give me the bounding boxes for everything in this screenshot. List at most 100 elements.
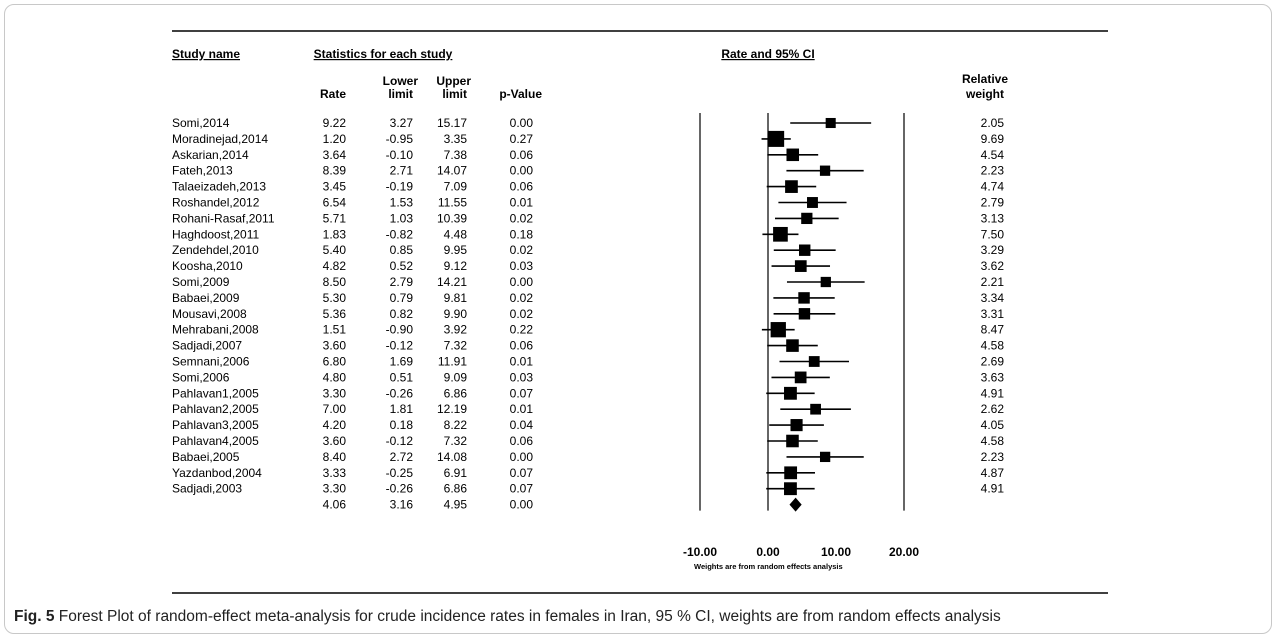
rate-value: 8.40 [323, 450, 347, 464]
relative-weight-value: 3.29 [981, 243, 1005, 257]
relative-weight-value: 2.23 [981, 164, 1005, 178]
p-value: 0.00 [510, 116, 534, 130]
plot-header: Rate and 95% CI [721, 47, 814, 61]
relative-weight-value: 4.58 [981, 434, 1005, 448]
study-row: Mousavi,2008 5.36 0.82 9.90 0.02 3.31 [172, 307, 1004, 321]
rate-value: 1.51 [323, 323, 347, 337]
relative-weight-value: 4.74 [981, 180, 1005, 194]
p-value: 0.18 [510, 227, 534, 241]
point-estimate-marker [798, 292, 810, 304]
rate-value: 3.33 [323, 466, 347, 480]
study-row: Pahlavan4,2005 3.60 -0.12 7.32 0.06 4.58 [172, 434, 1004, 448]
p-value: 0.07 [510, 482, 534, 496]
weights-footnote: Weights are from random effects analysis [694, 562, 843, 571]
relative-weight-value: 4.05 [981, 418, 1005, 432]
p-value: 0.27 [510, 132, 534, 146]
point-estimate-marker [810, 403, 821, 415]
relative-weight-value: 2.62 [981, 402, 1005, 416]
rate-column-header: Rate [320, 87, 346, 101]
upper-limit-value: 6.91 [444, 466, 468, 480]
p-value: 0.06 [510, 434, 534, 448]
caption-text: Forest Plot of random-effect meta-analys… [58, 608, 1001, 625]
rate-value: 7.00 [323, 402, 347, 416]
forest-plot: Study name Statistics for each study Rat… [172, 30, 1108, 594]
upper-limit-value: 7.09 [444, 180, 468, 194]
relative-weight-value: 3.34 [981, 291, 1005, 305]
upper-limit-header-line2: limit [442, 87, 467, 101]
study-name: Babaei,2009 [172, 291, 240, 305]
p-value: 0.04 [510, 418, 534, 432]
study-name: Sadjadi,2003 [172, 482, 242, 496]
relative-weight-value: 2.23 [981, 450, 1005, 464]
lower-limit-value: 3.27 [390, 116, 414, 130]
rate-value: 8.39 [323, 164, 347, 178]
lower-limit-value: -0.82 [386, 227, 414, 241]
relative-weight-value: 4.91 [981, 482, 1005, 496]
point-estimate-marker [768, 130, 785, 147]
study-row: Talaeizadeh,2013 3.45 -0.19 7.09 0.06 4.74 [172, 180, 1004, 194]
upper-limit-value: 12.19 [437, 402, 467, 416]
relative-weight-header-line1: Relative [962, 72, 1008, 86]
study-row: Sadjadi,2003 3.30 -0.26 6.86 0.07 4.91 [172, 482, 1004, 496]
point-estimate-marker [786, 148, 800, 162]
pooled-row: 4.06 3.16 4.95 0.00 [323, 497, 802, 512]
p-value: 0.06 [510, 180, 534, 194]
p-value: 0.00 [510, 450, 534, 464]
rate-value: 8.50 [323, 275, 347, 289]
lower-limit-value: -0.95 [386, 132, 414, 146]
upper-limit-value: 3.35 [444, 132, 468, 146]
study-name: Sadjadi,2007 [172, 339, 242, 353]
relative-weight-value: 2.79 [981, 196, 1005, 210]
x-tick-label: 0.00 [756, 545, 780, 559]
upper-limit-value: 6.86 [444, 482, 468, 496]
p-value: 0.06 [510, 339, 534, 353]
study-name: Somi,2006 [172, 370, 230, 384]
p-value: 0.06 [510, 148, 534, 162]
relative-weight-value: 9.69 [981, 132, 1005, 146]
study-name: Koosha,2010 [172, 259, 243, 273]
point-estimate-marker [784, 466, 798, 480]
relative-weight-header-line2: weight [965, 87, 1004, 101]
lower-limit-value: -0.10 [386, 148, 414, 162]
lower-limit-value: -0.90 [386, 323, 414, 337]
p-value: 0.01 [510, 196, 534, 210]
study-name: Pahlavan2,2005 [172, 402, 259, 416]
study-name: Somi,2009 [172, 275, 230, 289]
point-estimate-marker [794, 260, 807, 272]
p-value: 0.00 [510, 275, 534, 289]
study-name: Mousavi,2008 [172, 307, 247, 321]
upper-limit-value: 6.86 [444, 386, 468, 400]
rate-value: 1.20 [323, 132, 347, 146]
p-value: 0.02 [510, 307, 534, 321]
rate-value: 6.54 [323, 196, 347, 210]
pooled-upper-limit-value: 4.95 [444, 498, 468, 512]
point-estimate-marker [799, 244, 811, 256]
upper-limit-value: 11.91 [438, 355, 467, 369]
upper-limit-value: 9.90 [444, 307, 468, 321]
lower-limit-value: 0.79 [390, 291, 414, 305]
lower-limit-value: 0.51 [390, 370, 414, 384]
lower-limit-value: 1.81 [390, 402, 414, 416]
lower-limit-value: 0.52 [390, 259, 414, 273]
lower-limit-value: 2.71 [390, 164, 414, 178]
p-value: 0.01 [510, 402, 534, 416]
study-name: Zendehdel,2010 [172, 243, 259, 257]
study-name: Askarian,2014 [172, 148, 249, 162]
study-row: Pahlavan1,2005 3.30 -0.26 6.86 0.07 4.91 [172, 386, 1004, 400]
study-name: Talaeizadeh,2013 [172, 180, 266, 194]
lower-limit-value: -0.26 [386, 386, 414, 400]
relative-weight-value: 3.31 [981, 307, 1005, 321]
study-row: Yazdanbod,2004 3.33 -0.25 6.91 0.07 4.87 [172, 466, 1004, 480]
relative-weight-value: 3.63 [981, 370, 1005, 384]
relative-weight-value: 4.54 [981, 148, 1005, 162]
p-value: 0.03 [510, 370, 534, 384]
study-name: Pahlavan3,2005 [172, 418, 259, 432]
rate-value: 3.30 [323, 386, 347, 400]
rate-value: 3.30 [323, 482, 347, 496]
rate-value: 5.40 [323, 243, 347, 257]
study-name: Fateh,2013 [172, 164, 233, 178]
upper-limit-header-line1: Upper [436, 74, 471, 88]
x-axis: -10.00 0.00 10.00 20.00 [683, 545, 919, 559]
rate-value: 3.45 [323, 180, 347, 194]
study-name: Babaei,2005 [172, 450, 240, 464]
